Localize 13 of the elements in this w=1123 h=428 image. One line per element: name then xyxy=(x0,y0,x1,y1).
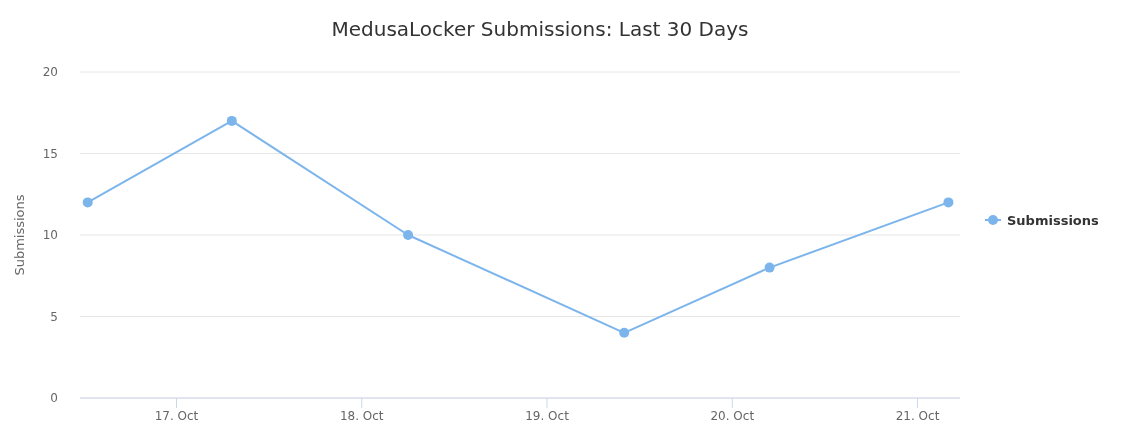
y-tick-label: 20 xyxy=(42,65,58,79)
chart-title: MedusaLocker Submissions: Last 30 Days xyxy=(331,17,749,41)
legend-label: Submissions xyxy=(1007,213,1100,228)
x-tick-label: 21. Oct xyxy=(895,409,940,423)
y-tick-label: 15 xyxy=(42,146,58,161)
x-tick-label: 17. Oct xyxy=(154,409,199,423)
y-tick-label: 5 xyxy=(50,309,58,324)
y-axis-title: Submissions xyxy=(12,194,27,276)
x-tick-label: 20. Oct xyxy=(710,409,755,423)
x-tick-label: 18. Oct xyxy=(339,409,384,423)
y-tick-label: 0 xyxy=(50,391,58,405)
y-tick-label: 10 xyxy=(42,228,58,242)
x-tick-label: 19. Oct xyxy=(525,409,570,423)
